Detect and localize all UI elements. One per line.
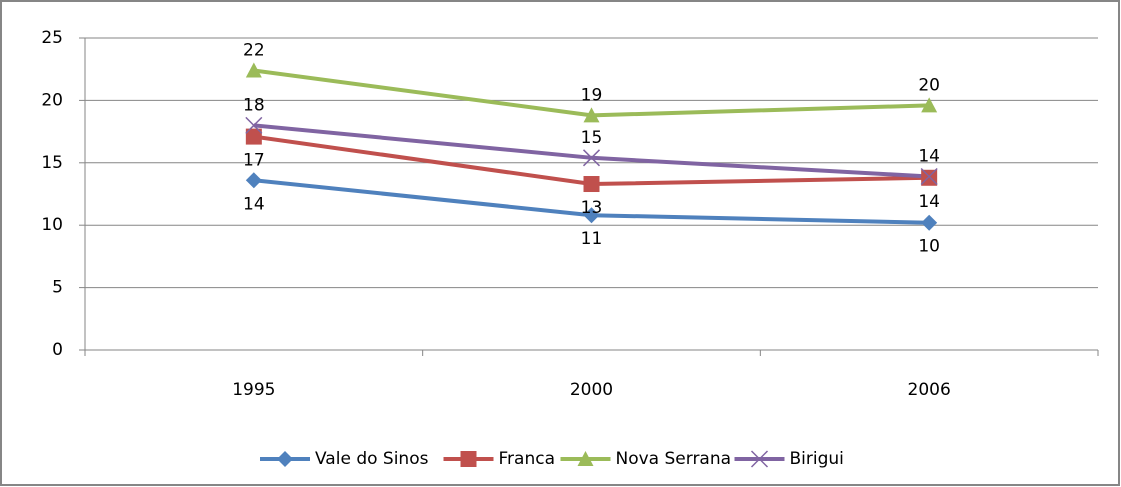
data-point [583, 107, 600, 123]
data-point [582, 149, 601, 167]
y-tick-label: 15 [41, 153, 63, 173]
data-point [921, 97, 938, 113]
data-label: 20 [918, 75, 940, 95]
data-label: 14 [243, 194, 265, 214]
legend-marker [460, 451, 477, 467]
legend-label: Vale do Sinos [315, 449, 429, 469]
y-tick-label: 25 [41, 28, 63, 48]
data-point [245, 62, 262, 78]
marker-stroke [245, 116, 263, 134]
marker-stroke [750, 450, 769, 468]
legend-label: Birigui [790, 449, 844, 469]
data-point [583, 176, 600, 193]
marker-stroke [582, 149, 601, 167]
x-tick-label: 1995 [232, 380, 275, 400]
legend-marker [577, 451, 594, 466]
data-label: 18 [243, 95, 265, 115]
data-point [245, 128, 262, 145]
x-tick-label: 2006 [908, 380, 951, 400]
data-point [245, 116, 263, 134]
legend-label: Franca [499, 449, 556, 469]
data-label: 19 [581, 85, 603, 105]
data-label: 14 [918, 147, 940, 167]
data-point [921, 214, 938, 231]
data-label: 14 [918, 192, 940, 212]
data-label: 17 [243, 151, 265, 171]
data-label: 13 [581, 198, 603, 218]
marker-stroke [920, 167, 938, 186]
data-point [583, 207, 600, 224]
legend-marker [750, 450, 769, 468]
data-label: 15 [581, 128, 603, 148]
data-label: 10 [918, 237, 940, 257]
data-label: 11 [581, 229, 603, 249]
y-tick-label: 10 [41, 215, 63, 235]
legend-label: Nova Serrana [616, 449, 732, 469]
y-tick-label: 5 [52, 278, 63, 298]
data-point [921, 169, 938, 186]
x-tick-label: 2000 [570, 380, 613, 400]
y-tick-label: 0 [52, 340, 63, 360]
data-point [920, 167, 938, 186]
data-label: 22 [243, 40, 265, 60]
data-point [245, 172, 262, 189]
legend-marker [277, 451, 293, 467]
y-tick-label: 20 [41, 90, 63, 110]
